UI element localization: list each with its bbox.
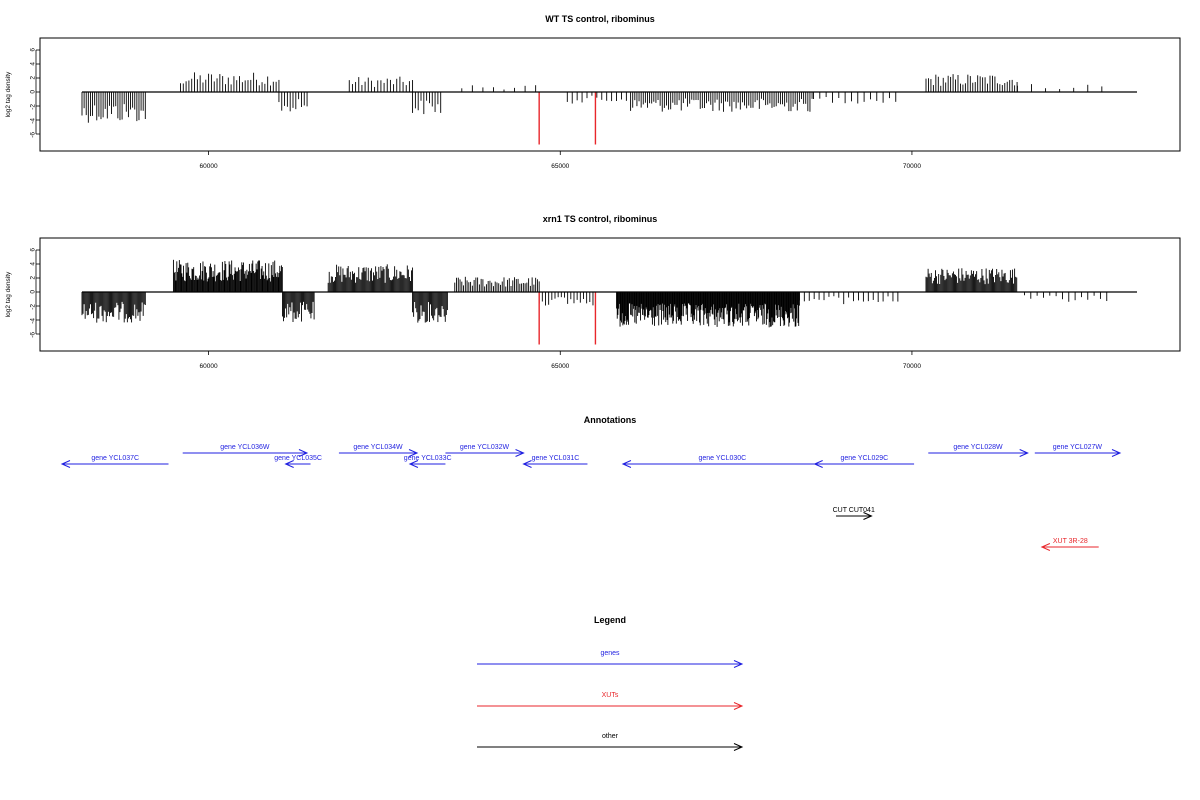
chart-panel-2: xrn1 TS control, ribominus -6 -4 -2 0 2 4 6 log2… (5, 214, 1181, 370)
legend-label: other (602, 733, 619, 740)
legend-title: Legend (594, 615, 626, 625)
legend: Legend genes XUTs other (477, 615, 744, 751)
arrow-head-icon (733, 702, 744, 710)
legend-item: other (477, 733, 744, 751)
arrow-head-icon (408, 460, 419, 468)
annotation-label: gene YCL033C (404, 455, 452, 462)
y-tick-label: -6 (29, 332, 36, 338)
y-tick-label: 6 (29, 248, 36, 252)
arrow-head-icon (408, 449, 419, 457)
annotation-label: gene YCL032W (460, 444, 510, 451)
y-tick-label: 4 (29, 62, 36, 66)
y-tick-label: 4 (29, 262, 36, 266)
y-tick-label: -2 (29, 104, 36, 110)
y-tick-label: -2 (29, 304, 36, 310)
legend-item: XUTs (477, 692, 744, 710)
arrow-head-icon (515, 449, 525, 457)
arrow-head-icon (733, 743, 744, 751)
y-tick-label: 6 (29, 48, 36, 52)
annotation-item: gene YCL030C (621, 455, 822, 468)
arrow-head-icon (863, 512, 873, 520)
arrow-head-icon (1019, 449, 1029, 457)
x-tick-label: 70000 (903, 163, 921, 170)
y-axis-label: log2 tag density (5, 71, 12, 117)
annotation-label: gene YCL037C (91, 455, 139, 462)
annotation-item: CUT CUT041 (833, 507, 875, 520)
legend-item: genes (477, 650, 744, 668)
annotation-label: gene YCL030C (698, 455, 746, 462)
annotation-item: gene YCL029C (813, 455, 915, 468)
legend-label: XUTs (602, 692, 619, 699)
y-tick-label: -6 (29, 132, 36, 138)
arrow-head-icon (813, 460, 823, 468)
y-tick-label: 2 (29, 76, 36, 80)
annotation-label: gene YCL028W (953, 444, 1003, 451)
arrow-head-icon (298, 449, 309, 457)
plot-frame (39, 37, 1181, 152)
annotation-item: gene YCL035C (274, 455, 322, 468)
arrow-head-icon (1040, 543, 1051, 551)
annotations-title: Annotations (584, 415, 637, 425)
arrow-head-icon (522, 460, 532, 468)
x-tick-label: 65000 (551, 363, 569, 370)
annotation-label: gene YCL034W (353, 444, 403, 451)
annotation-item: gene YCL027W (1034, 444, 1122, 457)
annotation-label: gene YCL029C (841, 455, 889, 462)
annotation-label: gene YCL035C (274, 455, 322, 462)
arrow-head-icon (60, 460, 71, 468)
annotation-item: gene YCL032W (445, 444, 525, 457)
legend-label: genes (600, 650, 620, 657)
x-tick-label: 60000 (200, 163, 218, 170)
arrow-head-icon (284, 460, 294, 468)
plot-frame (39, 237, 1181, 352)
annotation-label: gene YCL027W (1053, 444, 1103, 451)
annotation-label: gene YCL031C (532, 455, 580, 462)
bar-group (81, 259, 1108, 345)
chart-title: WT TS control, ribominus (545, 14, 655, 24)
annotation-item: gene YCL037C (60, 455, 169, 468)
y-tick-label: 0 (29, 290, 36, 294)
arrow-head-icon (1111, 449, 1122, 457)
x-tick-label: 65000 (551, 163, 569, 170)
annotation-item: gene YCL034W (338, 444, 419, 457)
y-axis-label: log2 tag density (5, 271, 12, 317)
annotation-item: gene YCL036W (182, 444, 309, 457)
y-tick-label: -4 (29, 318, 36, 324)
y-tick-label: -4 (29, 118, 36, 124)
bar-group (81, 72, 1103, 145)
annotations-panel: Annotations gene YCL037C gene YCL036W gene … (60, 415, 1122, 551)
annotation-item: gene YCL033C (404, 455, 452, 468)
annotation-item: gene YCL028W (928, 444, 1029, 457)
arrow-head-icon (621, 460, 632, 468)
y-tick-label: 2 (29, 276, 36, 280)
annotation-label: CUT CUT041 (833, 507, 875, 514)
annotation-label: gene YCL036W (220, 444, 270, 451)
annotation-item: gene YCL031C (522, 455, 588, 468)
x-tick-label: 60000 (200, 363, 218, 370)
annotation-label: XUT 3R-28 (1053, 538, 1088, 545)
arrow-head-icon (733, 660, 744, 668)
x-tick-label: 70000 (903, 363, 921, 370)
y-tick-label: 0 (29, 90, 36, 94)
chart-panel-1: WT TS control, ribominus -6 -4 -2 0 2 4 6 log2 t… (5, 14, 1181, 170)
chart-title: xrn1 TS control, ribominus (543, 214, 658, 224)
annotation-item: XUT 3R-28 (1040, 538, 1099, 551)
